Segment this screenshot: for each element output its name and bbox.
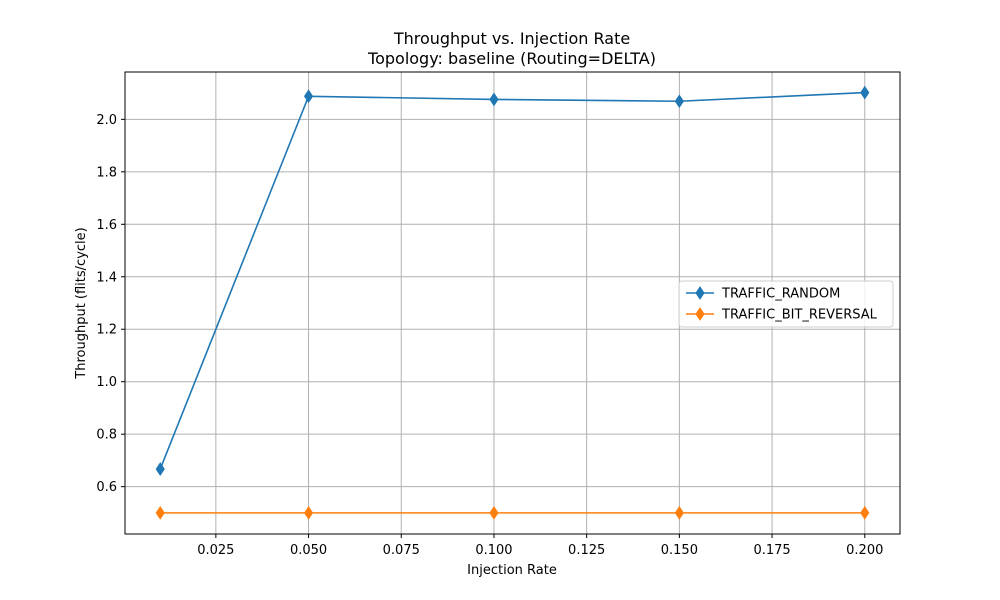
x-tick-label: 0.100 xyxy=(475,543,512,558)
legend: TRAFFIC_RANDOM TRAFFIC_BIT_REVERSAL xyxy=(678,280,894,328)
y-tick-label: 1.4 xyxy=(96,270,117,285)
y-tick-label: 1.0 xyxy=(96,375,117,390)
data-point xyxy=(489,505,499,520)
x-axis-label: Injection Rate xyxy=(467,563,557,578)
data-point xyxy=(155,462,165,476)
y-tick-label: 0.6 xyxy=(96,480,117,495)
legend-item: TRAFFIC_BIT_REVERSAL xyxy=(686,307,878,323)
y-tick-label: 1.2 xyxy=(96,323,117,338)
plot-series xyxy=(155,85,870,520)
data-point xyxy=(674,94,684,109)
y-tick-label: 1.8 xyxy=(96,165,117,180)
x-axis-ticks: 0.025 0.050 0.075 0.100 0.125 0.150 0.175 0.200 xyxy=(197,534,883,558)
data-point xyxy=(489,92,499,107)
legend-item: TRAFFIC_RANDOM xyxy=(686,286,840,302)
chart-subtitle: Topology: baseline (Routing=DELTA) xyxy=(367,49,656,68)
x-tick-label: 0.075 xyxy=(383,543,420,558)
x-tick-label: 0.175 xyxy=(753,543,790,558)
y-axis-ticks: 0.6 0.8 1.0 1.2 1.4 1.6 1.8 2.0 xyxy=(96,113,125,495)
legend-label: TRAFFIC_RANDOM xyxy=(721,287,840,302)
data-point xyxy=(860,85,870,100)
data-point xyxy=(155,505,165,520)
legend-marker xyxy=(695,286,705,300)
y-axis-label: Throughput (flits/cycle) xyxy=(74,227,89,379)
x-tick-label: 0.150 xyxy=(661,543,698,558)
x-tick-label: 0.025 xyxy=(197,543,234,558)
plot-frame xyxy=(124,71,901,535)
series-0 xyxy=(155,85,870,476)
x-tick-label: 0.125 xyxy=(568,543,605,558)
y-tick-label: 0.8 xyxy=(96,428,117,443)
data-point xyxy=(303,505,314,520)
legend-label: TRAFFIC_BIT_REVERSAL xyxy=(721,308,878,323)
x-tick-label: 0.050 xyxy=(290,543,327,558)
data-point xyxy=(303,89,314,104)
y-tick-label: 1.6 xyxy=(96,218,117,233)
legend-box xyxy=(678,280,894,328)
chart-title: Throughput vs. Injection Rate xyxy=(393,29,630,48)
data-point xyxy=(860,505,870,520)
series-1 xyxy=(155,505,870,520)
x-tick-label: 0.200 xyxy=(846,543,883,558)
legend-marker xyxy=(695,307,705,321)
y-tick-label: 2.0 xyxy=(96,113,117,128)
data-point xyxy=(674,505,684,520)
